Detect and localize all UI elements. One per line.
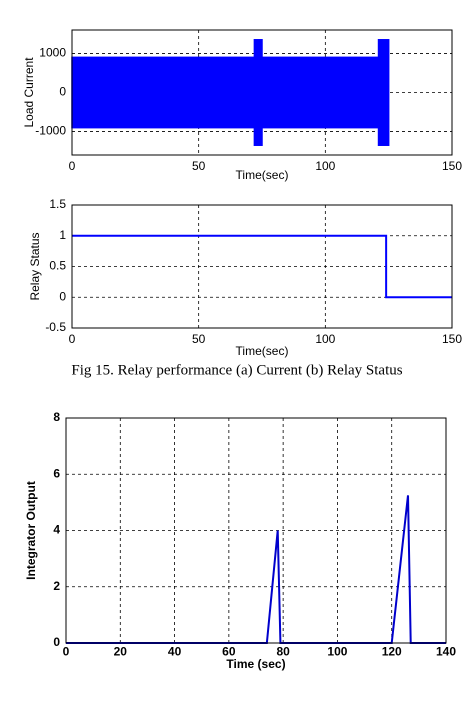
y-tick-label: 1000 xyxy=(39,46,66,60)
y-tick-label: 0 xyxy=(59,85,66,99)
series-line xyxy=(72,234,452,299)
x-tick-label: 100 xyxy=(315,159,335,173)
x-tick-label: 40 xyxy=(168,644,182,658)
y-tick-label: 0 xyxy=(53,635,60,649)
x-tick-label: 50 xyxy=(192,332,206,346)
x-tick-label: 150 xyxy=(442,159,462,173)
x-tick-label: 140 xyxy=(436,644,456,658)
y-tick-label: 8 xyxy=(53,410,60,424)
x-tick-label: 50 xyxy=(192,159,206,173)
caption: Fig 15. Relay performance (a) Current (b… xyxy=(71,362,402,378)
y-tick-label: 2 xyxy=(53,579,60,593)
y-tick-label: 6 xyxy=(53,466,60,480)
x-tick-label: 100 xyxy=(315,332,335,346)
series-line xyxy=(66,495,446,644)
plot-frame xyxy=(71,29,453,156)
y-tick-label: 1.5 xyxy=(49,197,66,211)
current-band xyxy=(261,56,380,129)
x-tick-label: 0 xyxy=(63,644,70,658)
x-tick-label: 20 xyxy=(114,644,128,658)
y-tick-label: 0 xyxy=(59,289,66,303)
y-axis-label: Relay Status xyxy=(28,232,42,300)
plot-frame xyxy=(71,204,453,329)
y-tick-label: 4 xyxy=(53,523,60,537)
y-tick-label: -0.5 xyxy=(45,320,66,334)
x-tick-label: 0 xyxy=(69,332,76,346)
x-axis-label: Time(sec) xyxy=(236,168,289,182)
x-axis-label: Time(sec) xyxy=(236,344,289,358)
current-band xyxy=(253,39,263,146)
x-tick-label: 120 xyxy=(382,644,402,658)
x-tick-label: 100 xyxy=(327,644,347,658)
x-axis-label: Time (sec) xyxy=(226,657,285,671)
y-axis-label: Load Current xyxy=(22,57,36,128)
y-axis-label: Integrator Output xyxy=(24,481,38,580)
x-tick-label: 80 xyxy=(276,644,290,658)
y-tick-label: 1 xyxy=(59,228,66,242)
x-tick-label: 0 xyxy=(69,159,76,173)
x-tick-label: 150 xyxy=(442,332,462,346)
y-tick-label: 0.5 xyxy=(49,259,66,273)
current-band xyxy=(377,39,390,146)
current-band xyxy=(71,56,256,129)
plot-frame xyxy=(65,417,447,644)
x-tick-label: 60 xyxy=(222,644,236,658)
y-tick-label: -1000 xyxy=(35,124,66,138)
